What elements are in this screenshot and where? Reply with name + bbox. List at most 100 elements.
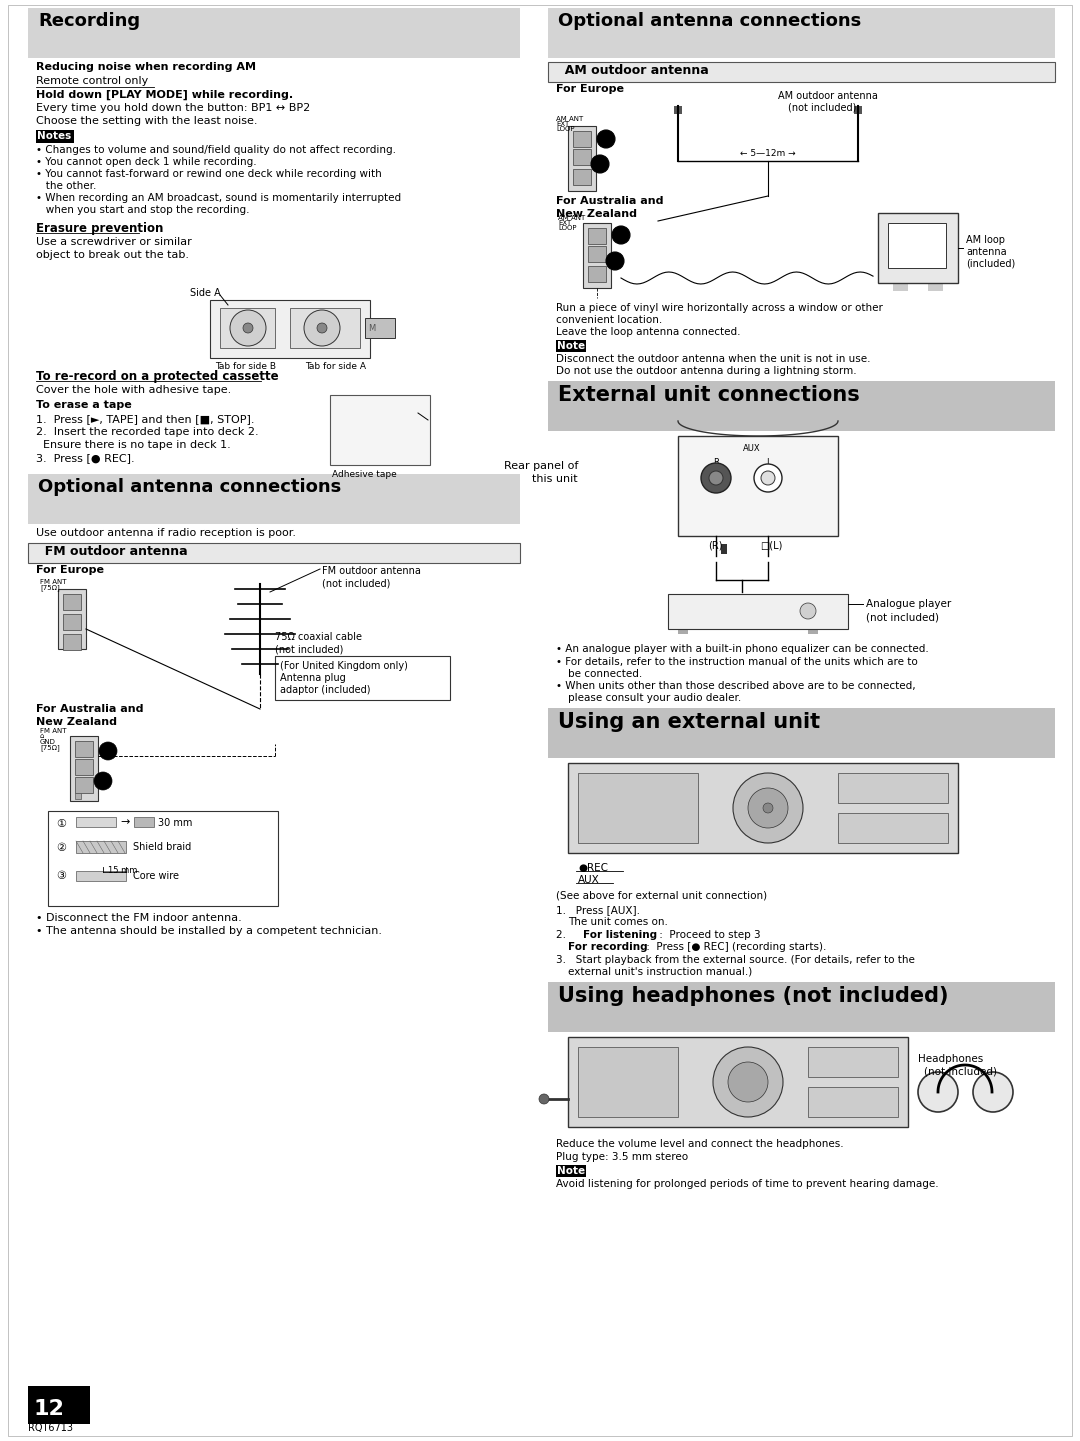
Text: Notes: Notes — [37, 131, 71, 141]
Bar — [75, 759, 93, 775]
Text: For recording: For recording — [568, 942, 648, 953]
Text: 1: 1 — [604, 135, 609, 144]
Text: Use a screwdriver or similar: Use a screwdriver or similar — [36, 236, 192, 246]
Bar — [573, 148, 591, 166]
Text: LOOP: LOOP — [558, 225, 577, 231]
Circle shape — [701, 463, 731, 493]
Text: Headphones: Headphones — [918, 1053, 983, 1063]
Text: 30 mm: 30 mm — [158, 818, 192, 829]
Text: (included): (included) — [966, 259, 1015, 269]
Circle shape — [708, 471, 723, 486]
Text: AM ANT: AM ANT — [556, 115, 583, 122]
Text: object to break out the tab.: object to break out the tab. — [36, 249, 189, 259]
Bar — [578, 772, 698, 843]
Circle shape — [539, 1094, 549, 1104]
Circle shape — [612, 226, 630, 244]
Text: →: → — [120, 817, 130, 827]
Text: M: M — [368, 324, 375, 333]
Text: AM loop: AM loop — [966, 235, 1005, 245]
Circle shape — [94, 772, 112, 790]
Text: when you start and stop the recording.: when you start and stop the recording. — [36, 205, 249, 215]
Text: Ensure there is no tape in deck 1.: Ensure there is no tape in deck 1. — [36, 440, 231, 450]
Bar — [888, 223, 946, 268]
Text: Every time you hold down the button: BP1 ↔ BP2: Every time you hold down the button: BP1… — [36, 102, 310, 112]
Text: R: R — [713, 458, 719, 467]
Text: (For United Kingdom only): (For United Kingdom only) — [280, 661, 408, 672]
Bar — [548, 62, 1055, 82]
Bar — [36, 130, 75, 143]
Text: • An analogue player with a built-in phono equalizer can be connected.: • An analogue player with a built-in pho… — [556, 644, 929, 654]
Bar — [63, 614, 81, 630]
Text: 12: 12 — [33, 1399, 65, 1419]
Text: Side A: Side A — [190, 288, 220, 298]
Text: Reducing noise when recording AM: Reducing noise when recording AM — [36, 62, 256, 72]
Text: To erase a tape: To erase a tape — [36, 401, 132, 411]
Bar — [808, 630, 818, 634]
Text: 3.   Start playback from the external source. (For details, refer to the: 3. Start playback from the external sour… — [556, 955, 915, 965]
Bar — [75, 777, 93, 793]
Bar — [338, 442, 418, 455]
Text: GND: GND — [40, 739, 56, 745]
Text: ← 5—12m →: ← 5—12m → — [740, 148, 796, 159]
Text: 2: 2 — [612, 256, 618, 267]
Bar — [578, 1048, 678, 1117]
Bar — [548, 9, 1055, 58]
Text: ②: ② — [56, 843, 66, 853]
Text: Using an external unit: Using an external unit — [558, 712, 820, 732]
Text: (See above for external unit connection): (See above for external unit connection) — [556, 891, 767, 901]
Text: Recording: Recording — [38, 12, 140, 30]
Bar — [808, 1048, 897, 1076]
Text: Hold down [PLAY MODE] while recording.: Hold down [PLAY MODE] while recording. — [36, 89, 293, 101]
Bar — [808, 1087, 897, 1117]
Text: (not included): (not included) — [322, 579, 390, 589]
Text: New Zealand: New Zealand — [556, 209, 637, 219]
Text: FM ANT: FM ANT — [40, 728, 67, 733]
Text: Erasure prevention: Erasure prevention — [36, 222, 163, 235]
Text: Antenna plug: Antenna plug — [280, 673, 346, 683]
Text: Note: Note — [557, 1166, 585, 1176]
Text: :  Press [● REC] (recording starts).: : Press [● REC] (recording starts). — [643, 942, 826, 953]
Text: 75Ω coaxial cable: 75Ω coaxial cable — [275, 633, 362, 643]
Circle shape — [762, 803, 773, 813]
Text: • Changes to volume and sound/field quality do not affect recording.: • Changes to volume and sound/field qual… — [36, 146, 396, 156]
Text: [75Ω]: [75Ω] — [40, 584, 59, 591]
Text: For Australia and: For Australia and — [556, 196, 663, 206]
Text: AM outdoor antenna: AM outdoor antenna — [778, 91, 878, 101]
Bar — [75, 793, 81, 798]
Text: ①: ① — [56, 818, 66, 829]
Circle shape — [733, 772, 804, 843]
Text: For Europe: For Europe — [36, 565, 104, 575]
Bar — [588, 267, 606, 282]
Bar — [338, 406, 418, 419]
Bar — [330, 395, 430, 465]
Bar — [28, 543, 519, 563]
Bar — [220, 308, 275, 347]
Bar — [63, 634, 81, 650]
Text: • When units other than those described above are to be connected,: • When units other than those described … — [556, 682, 916, 692]
Text: Run a piece of vinyl wire horizontally across a window or other: Run a piece of vinyl wire horizontally a… — [556, 303, 882, 313]
Circle shape — [713, 1048, 783, 1117]
Bar — [893, 282, 908, 291]
Text: be connected.: be connected. — [568, 669, 643, 679]
Bar — [556, 1164, 586, 1177]
Text: Using headphones (not included): Using headphones (not included) — [558, 986, 948, 1006]
Text: Use outdoor antenna if radio reception is poor.: Use outdoor antenna if radio reception i… — [36, 527, 296, 537]
Circle shape — [243, 323, 253, 333]
Bar — [678, 630, 688, 634]
Text: Tab for side A: Tab for side A — [305, 362, 366, 370]
Bar — [678, 437, 838, 536]
Text: 2.: 2. — [556, 929, 576, 940]
Bar — [275, 656, 450, 700]
Text: AUX: AUX — [743, 444, 760, 452]
Text: • For details, refer to the instruction manual of the units which are to: • For details, refer to the instruction … — [556, 657, 918, 667]
Text: Avoid listening for prolonged periods of time to prevent hearing damage.: Avoid listening for prolonged periods of… — [556, 1179, 939, 1189]
Text: Optional antenna connections: Optional antenna connections — [558, 12, 861, 30]
Bar — [568, 762, 958, 853]
Bar — [548, 708, 1055, 758]
Text: The unit comes on.: The unit comes on. — [568, 916, 667, 927]
Text: AM ANT: AM ANT — [558, 215, 585, 220]
Bar — [63, 594, 81, 610]
Text: Tab for side B: Tab for side B — [215, 362, 276, 370]
Circle shape — [728, 1062, 768, 1102]
Text: • When recording an AM broadcast, sound is momentarily interrupted: • When recording an AM broadcast, sound … — [36, 193, 401, 203]
